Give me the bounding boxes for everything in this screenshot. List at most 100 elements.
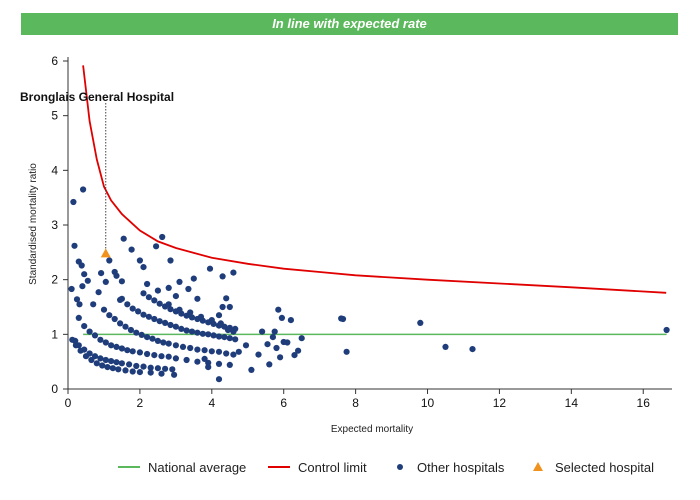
other-hospital-point (172, 293, 179, 300)
other-hospital-point (108, 358, 115, 365)
y-tick-label: 3 (51, 218, 58, 232)
other-hospital-point (183, 327, 190, 334)
other-hospital-point (140, 290, 147, 297)
other-hospital-point (215, 376, 223, 383)
other-hospital-point (165, 284, 172, 291)
y-tick-label: 1 (51, 327, 58, 341)
x-tick-label: 6 (280, 396, 287, 410)
other-hospital-point (136, 349, 143, 356)
other-hospital-point (206, 265, 214, 272)
other-hospital-point (417, 319, 424, 326)
other-hospital-point (91, 332, 99, 339)
other-hospital-point (97, 355, 104, 362)
other-hospital-point (118, 278, 125, 285)
legend-other-hospitals-swatch (397, 464, 403, 470)
other-hospital-point (217, 320, 224, 327)
other-hospital-point (120, 235, 127, 242)
selected-hospital-point (100, 248, 111, 258)
other-hospital-point (111, 315, 118, 323)
other-hospital-point (208, 348, 215, 355)
other-hospital-point (138, 331, 145, 338)
other-hospital-point (230, 269, 237, 276)
other-hospital-point (151, 315, 158, 323)
annotations: Bronglais General Hospital (20, 90, 174, 258)
x-axis-title: Expected mortality (331, 424, 413, 435)
other-hospital-point (219, 273, 226, 280)
other-hospital-point (140, 311, 147, 318)
other-hospital-point (188, 314, 196, 321)
other-hospital-point (210, 332, 217, 339)
other-hospital-point (145, 294, 152, 301)
other-hospital-point (298, 335, 305, 342)
x-tick-label: 14 (565, 396, 579, 410)
other-hospital-point (156, 300, 163, 307)
other-hospital-point (158, 353, 165, 360)
other-hospital-point (287, 317, 294, 324)
other-hospital-point (100, 306, 108, 313)
other-hospital-point (158, 370, 165, 377)
x-tick-label: 12 (493, 396, 507, 410)
other-hospital-point (278, 314, 285, 321)
other-hospital-point (104, 364, 111, 371)
other-hospital-point (160, 339, 167, 346)
control-limit-line (82, 65, 667, 294)
other-hospital-point (165, 353, 172, 360)
other-hospital-point (167, 257, 174, 264)
other-hospital-point (162, 319, 169, 326)
other-hospital-point (147, 364, 154, 371)
other-hospital-point (79, 283, 86, 290)
other-hospital-point (259, 328, 266, 335)
other-hospital-point (183, 356, 190, 364)
other-hospital-point (194, 358, 201, 365)
other-hospital-point (91, 353, 99, 360)
other-hospital-point (663, 326, 670, 334)
other-hospital-point (97, 336, 104, 343)
other-hospital-point (90, 301, 97, 308)
other-hospital-point (199, 330, 206, 337)
other-hospital-point (223, 295, 230, 302)
other-hospital-point (295, 347, 302, 354)
other-hospital-point (86, 328, 93, 335)
other-hospital-point (102, 356, 109, 364)
other-hospital-point (224, 326, 232, 334)
other-hospital-point (275, 306, 282, 313)
other-hospital-point (215, 348, 223, 355)
other-hospital-point (93, 360, 100, 367)
other-hospital-point (153, 243, 160, 250)
other-hospital-point (84, 277, 91, 284)
other-hospital-point (230, 328, 237, 335)
x-tick-label: 4 (208, 396, 215, 410)
y-axis-title: Standardised mortality ratio (28, 163, 39, 285)
legend: National average Control limit Other hos… (118, 460, 654, 475)
other-hospital-point (80, 186, 87, 193)
other-hospital-point (226, 335, 233, 342)
other-hospital-point (215, 360, 223, 367)
other-hospital-point (140, 363, 147, 370)
other-hospital-point (81, 323, 88, 330)
other-hospital-point (81, 271, 88, 278)
other-hospital-point (102, 339, 109, 346)
other-hospital-point (124, 347, 131, 354)
other-hospital-point (248, 366, 255, 373)
other-hospital-point (221, 334, 228, 341)
other-hospital-point (129, 305, 136, 312)
other-hospital-point (188, 328, 196, 335)
other-hospital-point (113, 343, 120, 350)
other-hospital-point (136, 369, 143, 376)
other-hospital-point (136, 257, 143, 264)
other-hospital-point (172, 323, 179, 330)
status-banner: In line with expected rate (21, 13, 678, 35)
other-hospital-point (219, 303, 226, 311)
other-hospital-point (140, 264, 147, 271)
other-hospital-point (230, 351, 237, 358)
other-hospital-point (154, 287, 161, 294)
other-hospital-point (151, 297, 158, 304)
other-hospital-point (167, 306, 174, 313)
other-hospital-point (187, 344, 194, 352)
other-hospital-point (159, 233, 166, 241)
other-hospital-point (129, 368, 136, 375)
x-tick-label: 2 (137, 396, 144, 410)
other-hospital-point (178, 325, 185, 332)
other-hospital-point (122, 323, 129, 330)
